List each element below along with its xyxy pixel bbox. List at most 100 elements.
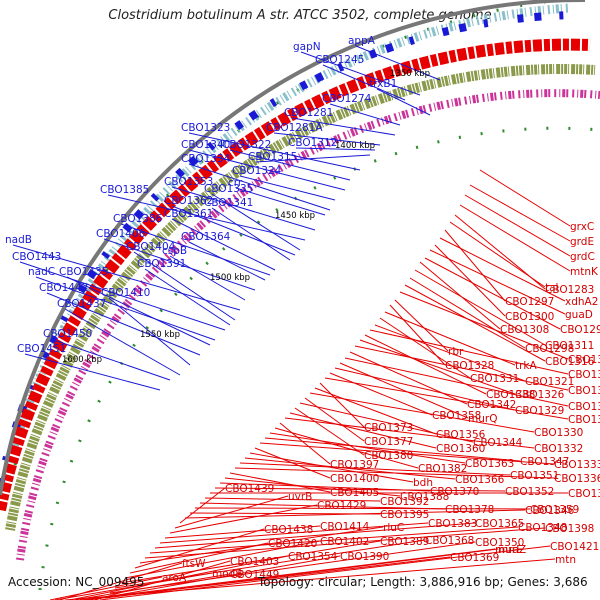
reverse-gene-label[interactable]: CBO1421 [550, 541, 599, 553]
reverse-gene-label[interactable]: CBO1326 [515, 389, 565, 401]
forward-gene-label[interactable]: CBO1361 [164, 208, 213, 220]
forward-gene-label[interactable]: CBO1391 [137, 258, 186, 270]
forward-gene-label[interactable]: CBO1335 [204, 183, 253, 195]
forward-gene-label[interactable]: gapN [293, 41, 321, 53]
reverse-gene-label[interactable]: CBO1342 [467, 399, 516, 411]
forward-gene-label[interactable]: CBO1435 [59, 266, 108, 278]
reverse-gene-label[interactable]: CBO1356 [436, 429, 486, 441]
reverse-gene-label[interactable]: CBO1346 [525, 505, 575, 517]
forward-gene-label[interactable]: CBO1385 [100, 184, 149, 196]
reverse-gene-label[interactable]: CBO1397 [330, 459, 379, 471]
forward-gene-label[interactable]: CBO1404 [126, 241, 176, 253]
reverse-gene-label[interactable]: CBO1321 [525, 376, 574, 388]
reverse-gene-label[interactable]: murQ [468, 413, 497, 425]
forward-gene-label[interactable]: nadC [28, 266, 55, 278]
reverse-gene-label[interactable]: aroA [162, 572, 187, 584]
reverse-gene-label[interactable]: CBO1308 [500, 324, 549, 336]
reverse-gene-label[interactable]: CBO1366 [455, 474, 505, 486]
reverse-gene-label[interactable]: CBO1359 [530, 504, 579, 516]
reverse-gene-label[interactable]: CBO1311 [545, 340, 594, 352]
reverse-gene-label[interactable]: CBO1383 [428, 518, 477, 530]
forward-gene-label[interactable]: CBO1274 [322, 93, 372, 105]
reverse-gene-label[interactable]: CBO1363 [465, 458, 514, 470]
reverse-gene-label[interactable]: CBO1283 [545, 284, 594, 296]
reverse-gene-label[interactable]: trkA [515, 360, 538, 372]
forward-gene-label[interactable]: nadB [5, 234, 32, 246]
reverse-gene-label[interactable]: CBO1420 [268, 538, 317, 550]
forward-gene-label[interactable]: cspB [162, 245, 187, 257]
reverse-gene-label[interactable]: CBO1298 [525, 343, 574, 355]
reverse-gene-label[interactable]: CBO1403 [230, 556, 279, 568]
forward-gene-label[interactable]: CBO1324 [232, 165, 282, 177]
reverse-gene-label[interactable]: CBO1395 [380, 509, 429, 521]
reverse-gene-label[interactable]: CBO1309 [568, 385, 600, 397]
forward-gene-label[interactable]: CBO1437 [57, 298, 106, 310]
reverse-gene-label[interactable]: CBO1358 [432, 410, 481, 422]
reverse-gene-label[interactable]: CBO1370 [430, 486, 479, 498]
reverse-gene-label[interactable]: murE [495, 544, 523, 556]
forward-gene-label[interactable]: crr [228, 177, 243, 189]
forward-gene-label[interactable]: CBO1341 [204, 197, 253, 209]
reverse-gene-label[interactable]: CBO1336 [554, 473, 600, 485]
reverse-gene-label[interactable]: CBO1344 [473, 437, 523, 449]
reverse-gene-label[interactable]: bdh [413, 477, 433, 489]
reverse-gene-label[interactable]: xdhA2 [565, 296, 598, 308]
reverse-gene-label[interactable]: CBO1306 [568, 369, 600, 381]
forward-gene-label[interactable]: CBO1442 [39, 282, 88, 294]
reverse-gene-label[interactable]: CBO1317 [568, 401, 600, 413]
reverse-gene-label[interactable]: grdC [570, 251, 595, 263]
forward-gene-label[interactable]: CBO1322 [222, 139, 271, 151]
forward-gene-label[interactable]: CBO1362 [164, 195, 213, 207]
forward-gene-label[interactable]: CBO1386 [113, 213, 163, 225]
reverse-gene-label[interactable]: CBO1360 [436, 443, 485, 455]
reverse-gene-label[interactable]: CBO1351 [510, 470, 559, 482]
reverse-gene-label[interactable]: CBO1369 [450, 552, 499, 564]
reverse-gene-label[interactable]: mtn [555, 554, 576, 566]
reverse-gene-label[interactable]: ftsW [182, 558, 206, 570]
reverse-gene-label[interactable]: rbr [448, 346, 464, 358]
forward-gene-label[interactable]: CBO1406 [96, 228, 146, 240]
forward-gene-label[interactable]: CBO1323 [181, 122, 230, 134]
reverse-gene-label[interactable]: CBO1377 [364, 436, 413, 448]
reverse-gene-label[interactable]: uvrB [288, 491, 312, 503]
reverse-gene-label[interactable]: CBO1438 [264, 524, 313, 536]
forward-gene-label[interactable]: CBO1443 [12, 251, 61, 263]
reverse-gene-label[interactable]: mtnK [570, 266, 599, 278]
reverse-gene-label[interactable]: CBO1368 [425, 535, 474, 547]
reverse-gene-label[interactable]: tal [545, 282, 558, 294]
reverse-gene-label[interactable]: CBO1373 [364, 422, 413, 434]
reverse-gene-label[interactable]: CBO1402 [320, 536, 369, 548]
forward-gene-label[interactable]: CBO1334 [181, 153, 231, 165]
reverse-gene-label[interactable]: CBO1382 [418, 463, 467, 475]
reverse-gene-label[interactable]: guaD [565, 309, 593, 321]
reverse-gene-label[interactable]: CBO1319 [568, 414, 600, 426]
reverse-gene-label[interactable]: CBO1354 [288, 551, 338, 563]
reverse-gene-label[interactable]: CBO1297 [505, 296, 554, 308]
forward-gene-label[interactable]: CBO1340 [181, 139, 230, 151]
reverse-gene-label[interactable]: CBO1328 [445, 360, 494, 372]
forward-gene-label[interactable]: CBO1281 [284, 107, 333, 119]
reverse-gene-label[interactable]: CBO1333 [554, 459, 600, 471]
forward-gene-label[interactable]: CBO1281A [266, 122, 323, 134]
reverse-gene-label[interactable]: CBO1300 [505, 311, 554, 323]
reverse-gene-label[interactable]: CBO1329 [515, 405, 564, 417]
reverse-gene-label[interactable]: CBO1348 [518, 522, 567, 534]
reverse-gene-label[interactable]: CBO1449 [230, 569, 279, 581]
reverse-gene-label[interactable]: mraZ [498, 544, 526, 556]
reverse-gene-label[interactable]: CBO1380 [364, 450, 413, 462]
reverse-gene-label[interactable]: CBO1330 [534, 427, 583, 439]
forward-gene-label[interactable]: CBO1353 [164, 176, 213, 188]
reverse-gene-label[interactable]: CBO1338 [486, 389, 535, 401]
reverse-gene-label[interactable]: CBO1405 [330, 487, 379, 499]
reverse-gene-label[interactable]: CBO1392 [380, 496, 429, 508]
reverse-gene-label[interactable]: CBO1316 [545, 356, 595, 368]
reverse-gene-label[interactable]: CBO1414 [320, 521, 370, 533]
forward-gene-label[interactable]: CBO1315 [248, 151, 297, 163]
reverse-gene-label[interactable]: CBO1352 [505, 486, 554, 498]
reverse-gene-label[interactable]: CBO1332 [534, 443, 583, 455]
reverse-gene-label[interactable]: CBO1390 [340, 551, 389, 563]
reverse-gene-label[interactable]: modB [212, 568, 243, 580]
reverse-gene-label[interactable]: CBO1389 [380, 536, 429, 548]
reverse-gene-label[interactable]: CBO1350 [475, 537, 524, 549]
reverse-gene-label[interactable]: CBO1337 [568, 488, 600, 500]
